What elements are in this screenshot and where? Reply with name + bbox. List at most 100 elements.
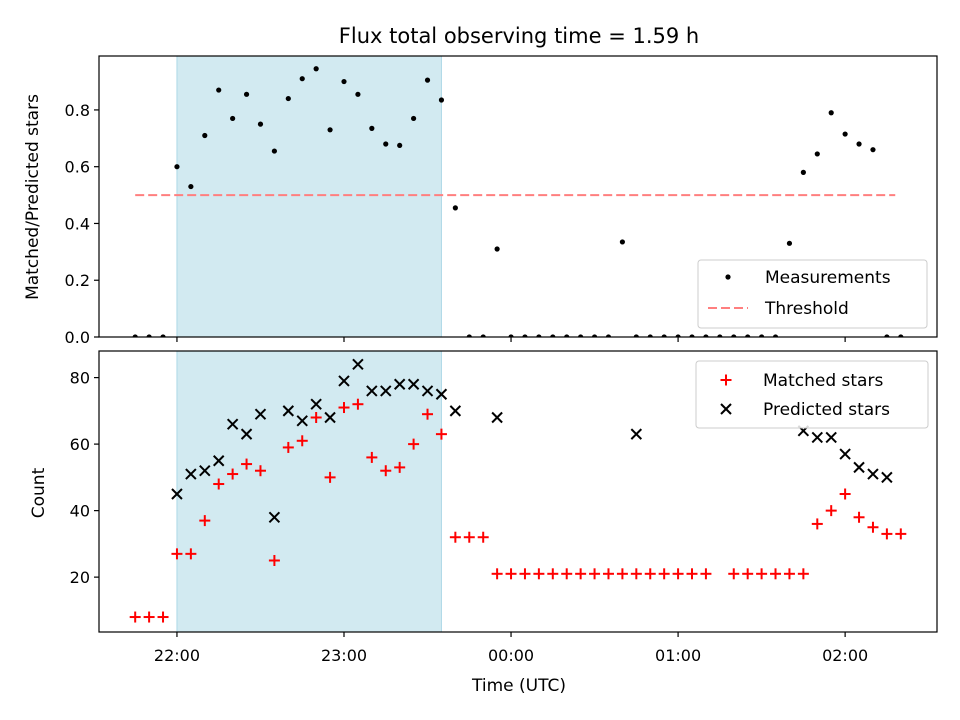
bottom-plot-area bbox=[129, 351, 907, 632]
measurement-point bbox=[619, 239, 626, 245]
top-y-tick-label: 0.6 bbox=[65, 158, 90, 177]
matched-star-marker bbox=[602, 568, 614, 580]
measurement-point bbox=[299, 76, 305, 82]
predicted-star-marker-b bbox=[867, 468, 879, 480]
predicted-star-marker-b bbox=[352, 358, 364, 371]
matched-star-marker bbox=[129, 611, 141, 623]
matched-star-marker bbox=[324, 471, 336, 483]
measurement-point bbox=[772, 334, 779, 337]
matched-star-marker bbox=[630, 568, 642, 580]
predicted-star-marker bbox=[630, 428, 643, 440]
measurement-point bbox=[327, 127, 333, 133]
measurement-point bbox=[578, 334, 584, 337]
predicted-star-marker-b bbox=[407, 378, 420, 390]
matched-star-marker bbox=[533, 568, 545, 580]
predicted-star-marker-b bbox=[338, 375, 350, 387]
matched-star-marker bbox=[867, 521, 879, 533]
matched-star-marker bbox=[241, 458, 253, 470]
top-legend-box bbox=[697, 259, 928, 329]
measurement-point bbox=[786, 240, 793, 246]
bottom-y-tick-label: 20 bbox=[70, 568, 90, 587]
measurement-point bbox=[313, 66, 319, 72]
matched-star-marker bbox=[742, 568, 754, 580]
matched-star-marker bbox=[783, 568, 795, 580]
measurement-point bbox=[856, 141, 862, 147]
top-observing-span bbox=[176, 56, 442, 337]
measurement-point bbox=[202, 132, 208, 139]
matched-star-marker bbox=[672, 568, 684, 580]
predicted-star-marker bbox=[825, 431, 837, 444]
measurement-point bbox=[480, 334, 486, 337]
x-tick-label: 22:00 bbox=[154, 646, 200, 665]
measurement-point bbox=[703, 334, 709, 337]
measurement-point bbox=[731, 334, 737, 337]
predicted-star-marker bbox=[352, 358, 364, 371]
predicted-star-marker bbox=[296, 415, 308, 427]
measurement-point bbox=[884, 334, 890, 337]
top-y-tick-label: 0.8 bbox=[65, 101, 90, 120]
matched-star-marker bbox=[700, 568, 712, 580]
matched-star-marker bbox=[408, 438, 420, 450]
measurement-point bbox=[647, 334, 653, 337]
predicted-star-marker bbox=[324, 411, 336, 424]
measurement-point bbox=[536, 334, 542, 337]
matched-star-marker bbox=[143, 611, 155, 623]
top-panel: 0.0 0.2 0.4 0.6 0.8 Measurements Threshold bbox=[65, 55, 938, 347]
predicted-star-marker-b bbox=[435, 388, 448, 400]
matched-star-marker bbox=[728, 568, 740, 580]
bottom-observing-span bbox=[176, 351, 442, 632]
matched-star-marker bbox=[644, 568, 656, 580]
predicted-star-marker bbox=[366, 385, 378, 397]
predicted-star-marker-b bbox=[366, 385, 378, 397]
bottom-y-tick-label: 80 bbox=[70, 369, 90, 388]
legend-measurements-label: Measurements bbox=[765, 268, 891, 288]
predicted-star-marker bbox=[853, 461, 865, 474]
predicted-star-marker-b bbox=[393, 378, 406, 390]
measurement-point bbox=[842, 131, 848, 137]
predicted-star-marker bbox=[185, 468, 197, 480]
predicted-star-marker-b bbox=[171, 488, 183, 500]
legend-predicted-label: Predicted stars bbox=[763, 400, 890, 420]
predicted-star-marker-b bbox=[254, 408, 267, 420]
predicted-star-marker-b bbox=[199, 465, 211, 477]
predicted-star-marker bbox=[213, 455, 225, 467]
legend-threshold-label: Threshold bbox=[764, 299, 849, 319]
measurement-point bbox=[383, 141, 389, 147]
predicted-star-marker-b bbox=[380, 385, 392, 397]
legend-matched-marker bbox=[720, 374, 732, 386]
measurement-point bbox=[257, 121, 264, 127]
measurement-point bbox=[689, 334, 695, 337]
predicted-star-marker-b bbox=[324, 411, 336, 424]
top-plot-area bbox=[132, 56, 904, 337]
measurement-point bbox=[661, 334, 667, 337]
matched-star-marker bbox=[853, 511, 865, 523]
matched-star-marker bbox=[547, 568, 559, 580]
predicted-star-marker-b bbox=[268, 511, 281, 523]
matched-star-marker bbox=[770, 568, 782, 580]
matched-star-marker bbox=[352, 398, 364, 410]
predicted-star-marker bbox=[407, 378, 420, 390]
matched-star-marker bbox=[825, 505, 837, 517]
measurement-point bbox=[160, 334, 166, 337]
matched-star-marker bbox=[797, 568, 809, 580]
matched-star-marker bbox=[268, 555, 280, 567]
predicted-star-marker bbox=[839, 448, 851, 460]
predicted-star-marker-b bbox=[226, 418, 239, 430]
predicted-star-marker bbox=[435, 388, 448, 400]
predicted-star-marker-b bbox=[811, 431, 823, 444]
measurement-point bbox=[605, 334, 612, 337]
x-tick-label: 23:00 bbox=[321, 646, 367, 665]
legend-matched-label: Matched stars bbox=[763, 371, 883, 391]
predicted-star-marker bbox=[449, 405, 462, 417]
matched-star-marker bbox=[157, 611, 169, 623]
measurement-point bbox=[369, 125, 375, 131]
predicted-star-marker-b bbox=[839, 448, 851, 460]
measurement-point bbox=[550, 334, 556, 337]
matched-star-marker bbox=[254, 465, 266, 477]
measurement-point bbox=[424, 77, 431, 83]
matched-star-marker bbox=[338, 402, 350, 414]
matched-star-marker bbox=[296, 435, 308, 447]
predicted-star-marker-b bbox=[213, 455, 225, 467]
predicted-star-marker bbox=[240, 428, 253, 440]
